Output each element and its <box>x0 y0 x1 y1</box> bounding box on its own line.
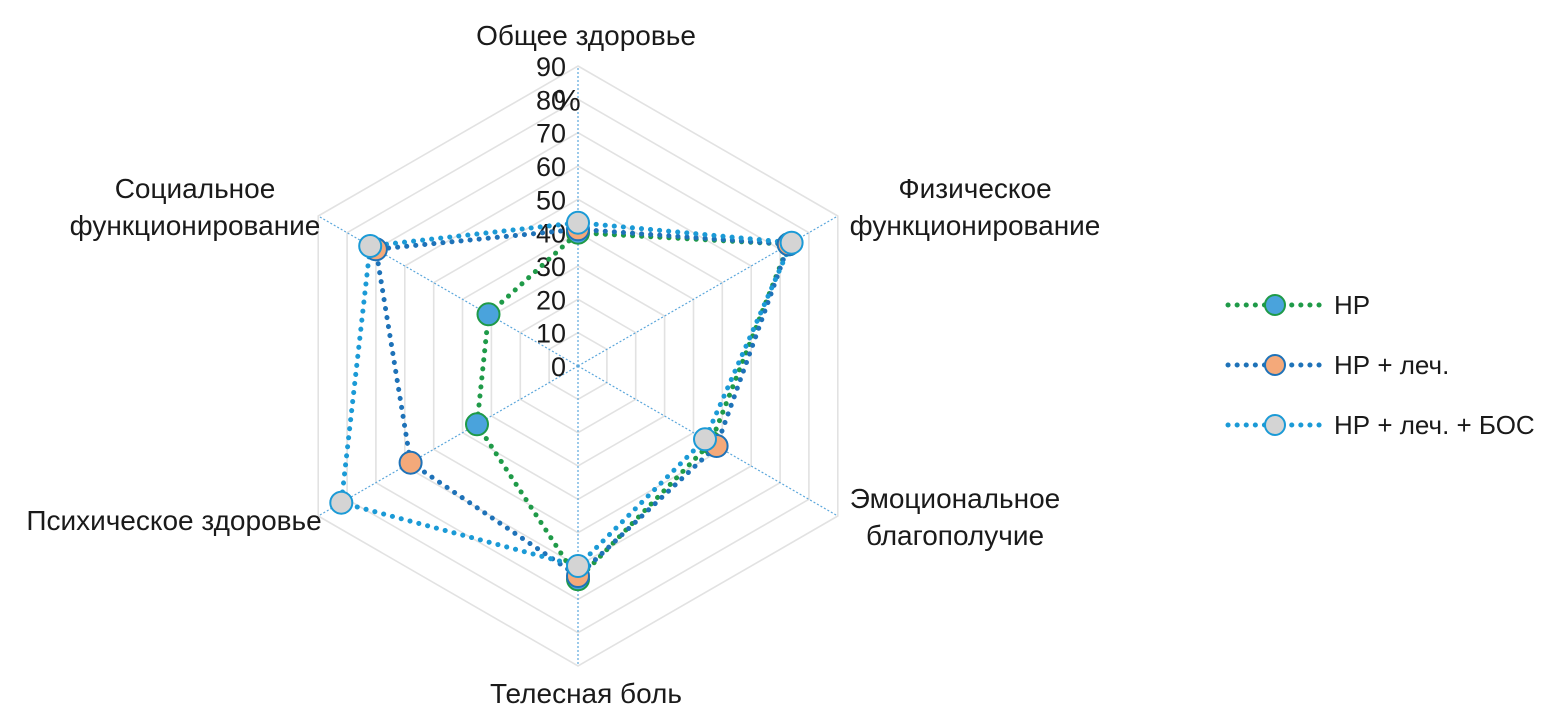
marker-2-4 <box>329 490 354 515</box>
legend-item-2: НР + леч. + БОС <box>1225 410 1535 440</box>
tick-label-20: 20 <box>536 285 566 315</box>
axis-label-0: Общее здоровье <box>476 20 696 51</box>
series-markers-1 <box>363 217 801 588</box>
legend-item-0: НР <box>1225 290 1370 320</box>
legend-label-0: НР <box>1334 290 1370 320</box>
axis-label-2: Эмоциональное благополучие <box>850 483 1060 551</box>
marker-2-2 <box>693 427 717 452</box>
chart-legend: НР НР + леч. НР + леч. + БОС <box>1225 290 1535 440</box>
legend-marker-1 <box>1264 354 1286 376</box>
axis-label-5-line-1: функционирование <box>70 210 321 241</box>
axis-label-4-line-0: Психическое здоровье <box>26 505 321 536</box>
axis-label-0-line-0: Общее здоровье <box>476 20 696 51</box>
tick-label-60: 60 <box>536 152 566 182</box>
grid-ring-50 <box>432 198 724 534</box>
axis-label-3: Телесная боль <box>490 678 682 709</box>
axis-label-1: Физическое функционирование <box>850 173 1101 241</box>
tick-label-70: 70 <box>536 119 566 149</box>
series-0 <box>474 230 793 584</box>
axis-label-1-line-1: функционирование <box>850 210 1101 241</box>
grid-ring-80 <box>346 98 810 634</box>
marker-0-5 <box>476 302 501 327</box>
axis-label-1-line-0: Физическое <box>898 173 1051 204</box>
legend-marker-2 <box>1264 414 1286 436</box>
tick-label-50: 50 <box>536 185 566 215</box>
radar-series <box>329 210 804 592</box>
marker-0-4 <box>465 412 489 437</box>
marker-2-5 <box>358 234 383 258</box>
legend-item-1: НР + леч. <box>1225 350 1449 380</box>
marker-1-4 <box>398 450 423 475</box>
series-line-0 <box>474 230 793 584</box>
unit-label: % <box>554 85 581 118</box>
marker-2-3 <box>566 554 590 578</box>
axis-spoke-4 <box>317 365 579 517</box>
tick-label-10: 10 <box>536 319 566 349</box>
legend-label-2: НР + леч. + БОС <box>1334 410 1535 440</box>
marker-2-0 <box>566 210 590 235</box>
axis-label-2-line-1: благополучие <box>866 520 1044 551</box>
tick-label-90: 90 <box>536 52 566 82</box>
tick-label-80: 80 <box>536 85 566 115</box>
marker-2-1 <box>779 230 804 255</box>
axis-label-5-line-0: Социальное <box>115 173 276 204</box>
tick-label-0: 0 <box>551 352 566 382</box>
grid-ring-90 <box>317 65 839 667</box>
axis-label-3-line-0: Телесная боль <box>490 678 682 709</box>
axis-label-2-line-0: Эмоциональное <box>850 483 1060 514</box>
legend-marker-0 <box>1264 294 1286 316</box>
grid-ring-20 <box>519 298 637 434</box>
radar-axis-labels: Общее здоровье Физическое функционирование… <box>26 20 1100 709</box>
series-markers-2 <box>329 210 804 578</box>
axis-label-4: Психическое здоровье <box>26 505 321 536</box>
axis-label-5: Социальное функционирование <box>70 173 321 241</box>
legend-label-1: НР + леч. <box>1334 350 1449 380</box>
